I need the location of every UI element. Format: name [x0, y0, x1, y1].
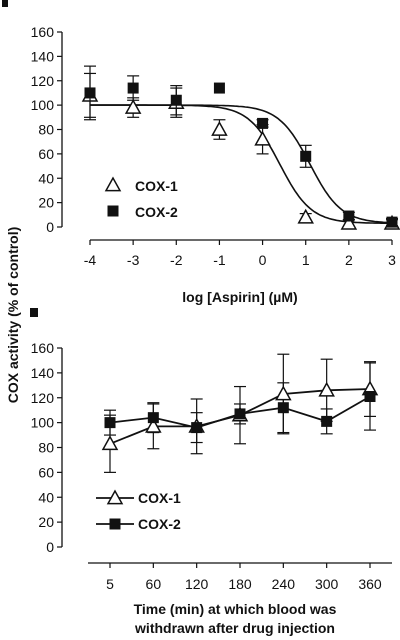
data-point-cox-2 [277, 402, 289, 414]
data-point-cox-1 [275, 385, 292, 401]
data-point-cox-1 [297, 208, 314, 224]
x-tick-label: -4 [84, 252, 97, 268]
panel-b-marker [30, 308, 38, 317]
y-tick-label: 60 [38, 464, 54, 480]
panel-a-marker [2, 0, 8, 7]
time-course-chart: 0 20 40 60 80 100 120 140 160 5 60 120 180 240 300 360 T… [31, 340, 392, 636]
y-tick-label: 40 [38, 170, 54, 186]
y-tick-label: 100 [31, 97, 55, 113]
data-point-cox-2 [147, 412, 159, 424]
data-point-cox-2 [213, 82, 225, 94]
data-point-cox-2 [234, 408, 246, 420]
data-point-cox-2 [170, 94, 182, 106]
data-point-cox-2 [257, 117, 269, 129]
shared-y-axis-title: COX activity (% of control) [5, 227, 21, 404]
y-tick-label: 120 [31, 73, 55, 89]
data-point-cox-1 [101, 435, 119, 451]
y-tick-label: 40 [38, 489, 54, 505]
data-point-cox-2 [321, 415, 333, 427]
y-tick-label: 80 [38, 440, 54, 456]
x-tick-label: 5 [106, 576, 114, 592]
y-tick-label: 0 [46, 219, 54, 235]
x-tick-label: 2 [345, 252, 353, 268]
x-tick-label: -3 [127, 252, 140, 268]
aspirin-dose-response-chart: 0 20 40 60 80 100 120 140 160 -4 -3 -2 -1 0 1 2 3 log [As… [31, 24, 400, 305]
y-tick-label: 120 [31, 390, 55, 406]
x-tick-label: 240 [272, 576, 296, 592]
y-tick-label: 100 [31, 415, 55, 431]
data-point-cox-2 [364, 391, 376, 403]
legend-label: COX-1 [138, 490, 181, 506]
fit-curve-cox-2 [90, 104, 393, 224]
data-point-cox-1 [340, 214, 358, 230]
data-point-cox-2 [104, 417, 116, 429]
x-tick-label: -2 [170, 252, 183, 268]
data-point-cox-2 [343, 210, 355, 222]
legend: COX-1 COX-2 [104, 176, 178, 220]
x-tick-label: -1 [213, 252, 226, 268]
y-tick-label: 60 [38, 146, 54, 162]
x-tick-label: 1 [302, 252, 310, 268]
data-point-cox-1 [211, 120, 228, 136]
legend-marker-cox-1 [106, 489, 124, 505]
y-tick-label: 140 [31, 48, 55, 64]
legend-marker-cox-2 [109, 518, 121, 530]
x-tick-label: 0 [259, 252, 267, 268]
y-axis-title: COX activity (% of control) [5, 227, 21, 404]
x-tick-label: 120 [185, 576, 209, 592]
x-axis-title-line: withdrawn after drug injection [134, 620, 335, 636]
data-point-cox-1 [124, 99, 142, 114]
data-point-cox-1 [254, 130, 271, 146]
x-tick-label: 300 [315, 576, 339, 592]
data-point-cox-2 [300, 150, 312, 162]
x-axis-title: log [Aspirin] (µM) [182, 289, 297, 305]
legend-label: COX-2 [138, 516, 181, 532]
y-tick-label: 0 [46, 539, 54, 555]
data-point-cox-2 [386, 216, 398, 228]
legend-label: COX-2 [135, 204, 178, 220]
y-tick-label: 160 [31, 340, 55, 356]
data-point-cox-2 [84, 87, 96, 99]
y-tick-label: 160 [31, 24, 55, 40]
data-point-cox-1 [145, 417, 162, 433]
y-tick-label: 80 [38, 122, 54, 138]
x-tick-label: 180 [228, 576, 252, 592]
data-point-cox-1 [318, 381, 335, 397]
legend-marker-cox-1 [104, 176, 122, 192]
x-tick-label: 60 [146, 576, 162, 592]
legend-marker-cox-2 [107, 205, 119, 217]
x-axis-title-line: Time (min) at which blood was [134, 601, 337, 617]
y-tick-label: 140 [31, 365, 55, 381]
data-point-cox-2 [127, 82, 139, 94]
y-tick-label: 20 [38, 195, 54, 211]
legend: COX-1 COX-2 [96, 489, 181, 532]
data-point-cox-2 [191, 422, 203, 434]
x-tick-label: 3 [388, 252, 396, 268]
y-tick-label: 20 [38, 514, 54, 530]
legend-label: COX-1 [135, 178, 178, 194]
x-tick-label: 360 [358, 576, 382, 592]
